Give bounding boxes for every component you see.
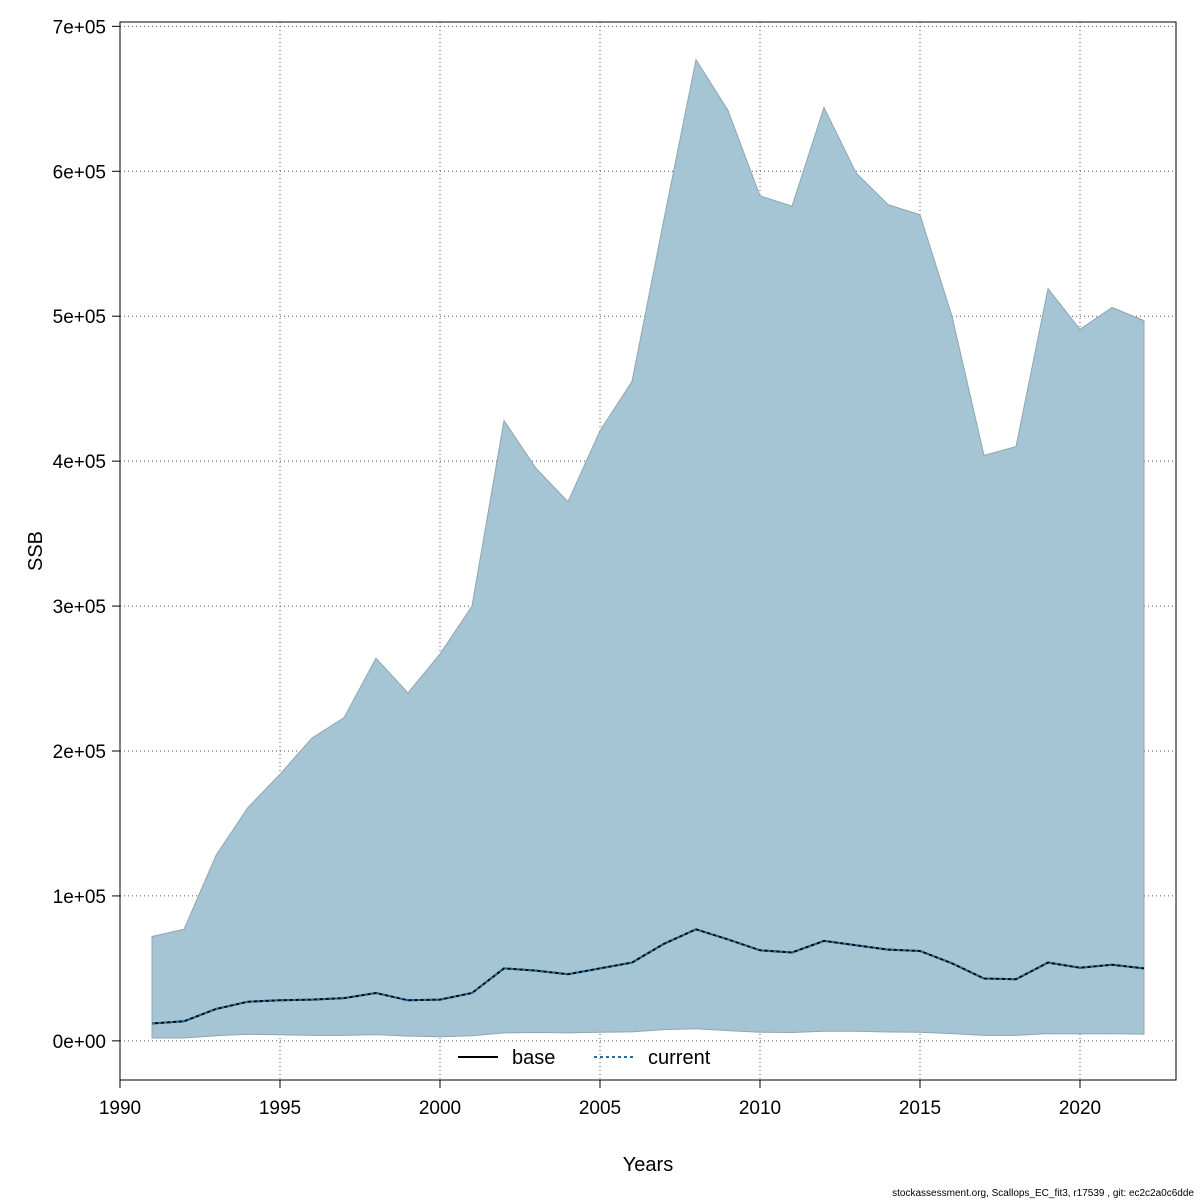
y-axis: 0e+00 1e+05 2e+05 3e+05 4e+05 5e+05 6e+05 7e+05 — [53, 17, 121, 1053]
x-axis-title: Years — [623, 1154, 673, 1176]
x-axis: 1990 1995 2000 2005 2010 2015 2020 — [99, 1079, 1101, 1119]
ssb-confidence-band — [151, 58, 1145, 1039]
y-tick-label: 5e+05 — [53, 307, 106, 328]
x-tick-label: 2005 — [579, 1098, 621, 1119]
series-lines — [151, 928, 1145, 1025]
y-axis-title: SSB — [25, 531, 47, 571]
x-tick-label: 2000 — [419, 1098, 461, 1119]
x-tick-label: 2020 — [1059, 1098, 1101, 1119]
legend-label-current: current — [648, 1047, 711, 1069]
y-tick-label: 1e+05 — [53, 887, 106, 908]
x-tick-label: 1995 — [259, 1098, 301, 1119]
x-tick-label: 1990 — [99, 1098, 141, 1119]
series-line-current — [151, 928, 1145, 1025]
x-tick-label: 2010 — [739, 1098, 781, 1119]
y-tick-label: 2e+05 — [53, 742, 106, 763]
y-tick-label: 3e+05 — [53, 597, 106, 618]
x-tick-label: 2015 — [899, 1098, 941, 1119]
y-tick-label: 6e+05 — [53, 162, 106, 183]
y-tick-label: 7e+05 — [53, 17, 106, 38]
footer-text: stockassessment.org, Scallops_EC_fit3, r… — [892, 1188, 1194, 1199]
legend-label-base: base — [512, 1047, 555, 1069]
y-tick-label: 4e+05 — [53, 452, 106, 473]
legend: base current — [458, 1047, 711, 1069]
y-tick-label: 0e+00 — [53, 1032, 106, 1053]
